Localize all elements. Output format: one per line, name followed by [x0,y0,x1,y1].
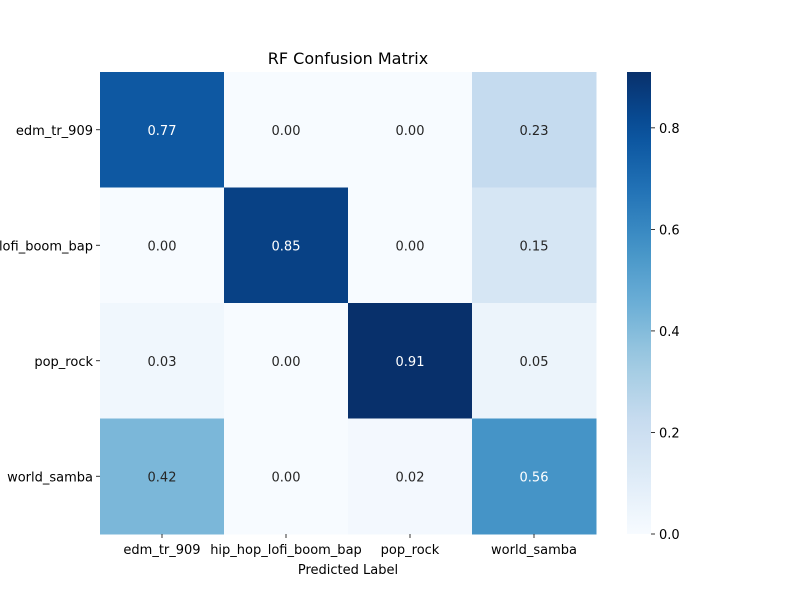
heatmap-cell [472,187,597,304]
heatmap-cell [348,303,473,419]
y-tick-label: edm_tr_909 [16,124,93,139]
x-axis-label: Predicted Label [298,563,398,578]
x-tick-label: hip_hop_lofi_boom_bap [210,543,362,558]
colorbar [627,72,651,534]
cell-value-label: 0.05 [520,355,549,370]
heatmap-cell [348,187,473,304]
colorbar-tick-label: 0.8 [659,122,680,137]
colorbar-tick-label: 0.6 [659,223,680,238]
chart-title: RF Confusion Matrix [268,49,428,68]
colorbar-tick-label: 0.4 [659,325,680,340]
cell-value-label: 0.42 [148,470,177,485]
x-axis: edm_tr_909 hip_hop_lofi_boom_bap pop_rock w… [123,534,577,558]
x-tick-label: pop_rock [381,543,440,558]
heatmap-cell [224,418,349,535]
cell-value-label: 0.02 [396,470,425,485]
heatmap-cell [224,303,349,419]
heatmap-cell [472,303,597,419]
cell-value-label: 0.85 [272,239,301,254]
cell-annotations: 0.77 0.00 0.00 0.23 0.00 0.85 0.00 0.15 0.03 0.00… [148,124,549,486]
y-axis: edm_tr_909 hip_hop_lofi_boom_bap pop_rockw… [0,124,100,485]
cell-value-label: 0.00 [272,355,301,370]
cell-value-label: 0.00 [148,239,177,254]
heatmap-cell [100,418,225,535]
y-tick-label: world_samba [7,470,93,485]
y-tick-label: pop_rock [34,355,93,370]
cell-value-label: 0.00 [272,124,301,139]
cell-value-label: 0.56 [520,470,549,485]
heatmap-cell [348,72,473,188]
heatmap-cell [348,418,473,535]
cell-value-label: 0.00 [272,470,301,485]
x-tick-label: world_samba [491,543,577,558]
y-tick-label: hip_hop_lofi_boom_bap [0,239,93,254]
heatmap-cell [224,72,349,188]
colorbar-tick-label: 0.2 [659,426,680,441]
heatmap-cell [100,72,225,188]
heatmap-cell [100,187,225,304]
heatmap-cell [472,418,597,535]
cell-value-label: 0.15 [520,239,549,254]
x-tick-label: edm_tr_909 [123,543,200,558]
cell-value-label: 0.00 [396,124,425,139]
cell-value-label: 0.23 [520,124,549,139]
heatmap-cell [100,303,225,419]
cell-value-label: 0.00 [396,239,425,254]
heatmap-cell [472,72,597,188]
cell-value-label: 0.03 [148,355,177,370]
cell-value-label: 0.91 [396,355,425,370]
heatmap-cell [224,187,349,304]
colorbar-axis: 0.0 0.2 0.4 0.6 0.8 [651,122,680,543]
cell-value-label: 0.77 [148,124,177,139]
heatmap-cells [100,72,597,535]
colorbar-tick-label: 0.0 [659,528,680,543]
